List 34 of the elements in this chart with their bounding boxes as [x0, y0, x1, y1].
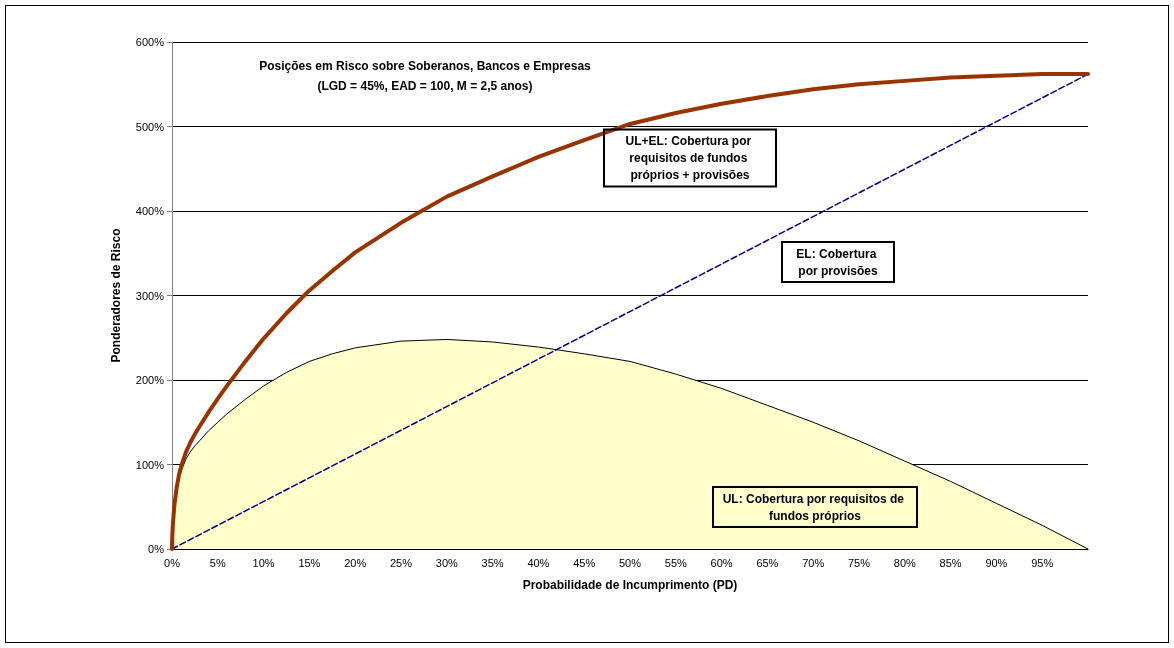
x-tick-label: 80% — [893, 556, 917, 569]
x-tick-label: 35% — [481, 556, 504, 569]
y-tick-label: 0% — [148, 543, 165, 555]
y-tick-label: 600% — [135, 36, 165, 48]
text: (LGD = 45%, EAD = 100, M = 2,5 anos) — [317, 79, 533, 93]
x-tick-label: 0% — [164, 556, 181, 569]
x-tick-label: 10% — [252, 556, 275, 569]
x-tick-label: 15% — [298, 556, 321, 569]
x-tick-label: 60% — [710, 556, 733, 569]
series-label: UL: Cobertura por requisitos de fundos próprios — [722, 491, 908, 523]
y-tick-label: 400% — [135, 205, 165, 217]
x-tick-label: 30% — [435, 556, 459, 569]
x-tick-label: 70% — [802, 556, 825, 569]
x-tick-label: 20% — [344, 556, 367, 569]
x-tick-label: 45% — [573, 556, 596, 569]
text: Posições em Risco sobre Soberanos, Bancos e Empresas — [259, 59, 592, 73]
x-tick-label: 55% — [664, 556, 688, 569]
x-tick-label: 25% — [389, 556, 413, 569]
x-tick-label: 85% — [939, 556, 962, 569]
x-tick-label: 90% — [985, 556, 1008, 569]
x-tick-label: 65% — [756, 556, 779, 569]
series-label: UL+EL: Cobertura por requisitos de fundos próprios + provisões — [625, 134, 755, 182]
x-tick-label: 50% — [618, 556, 642, 569]
series-label: EL: Cobertura por provisões — [796, 246, 880, 278]
x-tick-label: 5% — [209, 556, 226, 569]
y-tick-label: 300% — [135, 289, 165, 302]
y-tick-label: 500% — [135, 120, 165, 133]
y-tick-label: 200% — [135, 374, 165, 386]
x-tick-label: 95% — [1031, 556, 1054, 569]
x-tick-label: 75% — [847, 556, 871, 569]
y-tick-label: 100% — [135, 458, 165, 471]
x-tick-label: 40% — [527, 556, 550, 569]
y-axis-title: Ponderadores de Risco — [109, 228, 123, 363]
x-axis-title: Probabilidade de Incumprimento (PD) — [522, 578, 738, 592]
